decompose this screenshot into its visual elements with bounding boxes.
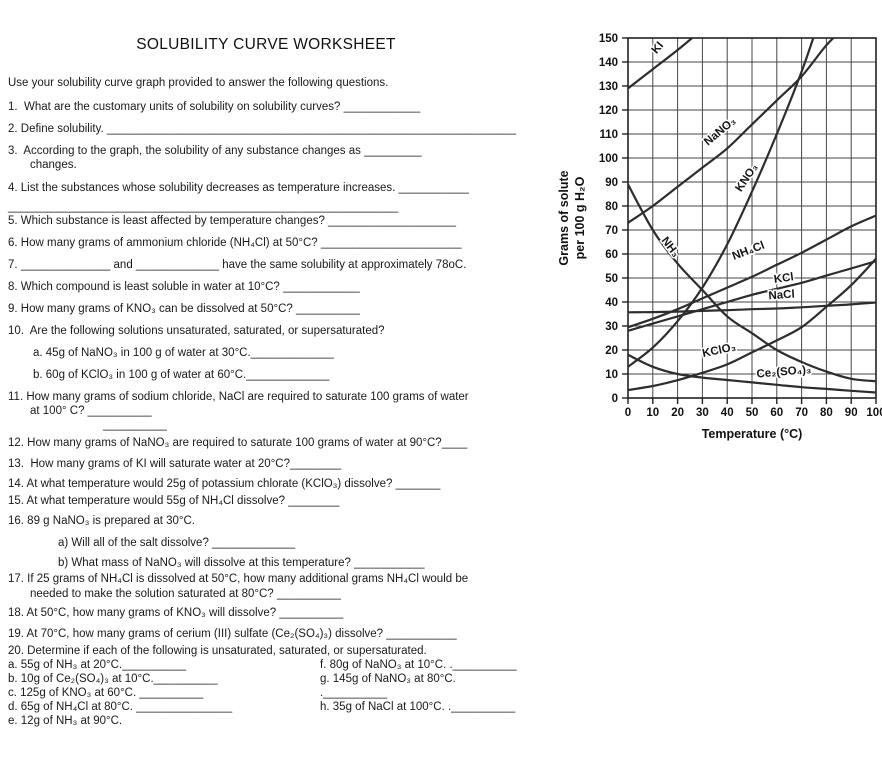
curves: [628, 38, 876, 394]
y-tick-label: 70: [605, 225, 618, 237]
x-tick-label: 80: [820, 407, 833, 419]
question-20a: a. 55g of NH₃ at 20°C.__________: [8, 659, 187, 671]
question-6: 6. How many grams of ammonium chloride (…: [8, 237, 462, 249]
y-tick-label: 30: [605, 321, 618, 333]
question-4: 4. List the substances whose solubility …: [8, 182, 469, 194]
question-20g: g. 145g of NaNO₃ at 80°C. .__________: [320, 673, 460, 699]
plot-border: [627, 37, 877, 399]
y-tick-label: 20: [605, 345, 618, 357]
question-20: 20. Determine if each of the following i…: [8, 645, 427, 657]
y-tick-label: 50: [605, 273, 618, 285]
x-tick-label: 40: [721, 407, 734, 419]
question-2: 2. Define solubility. __________________…: [8, 123, 517, 135]
question-20h: h. 35g of NaCl at 100°C. .__________: [320, 701, 516, 713]
x-tick-label: 60: [770, 407, 783, 419]
curve-KNO₃: [628, 38, 815, 368]
x-tick-label: 90: [845, 407, 858, 419]
question-20c: c. 125g of KNO₃ at 60°C. __________: [8, 687, 204, 699]
question-16b: b) What mass of NaNO₃ will dissolve at t…: [58, 557, 425, 569]
grid: [627, 37, 877, 399]
curve-label-NH₄Cl: NH₄Cl: [731, 240, 767, 263]
curve-label-KCl: KCl: [773, 271, 794, 286]
question-13: 13. How many grams of KI will saturate w…: [8, 458, 342, 470]
y-tick-label: 40: [605, 297, 618, 309]
x-tick-label: 10: [646, 407, 659, 419]
question-3-cont: changes.: [30, 159, 77, 171]
y-tick-label: 150: [599, 33, 618, 45]
question-20-right-column: f. 80g of NaNO₃ at 10°C. .__________ g. …: [320, 658, 520, 728]
curve-KClO₃: [628, 257, 876, 392]
question-17: 17. If 25 grams of NH₄Cl is dissolved at…: [8, 573, 469, 585]
y-tick-label: 90: [605, 177, 618, 189]
curve-KI: [628, 38, 694, 90]
y-axis-title-line1: Grams of solute: [557, 170, 571, 265]
x-axis-title: Temperature (°C): [702, 427, 803, 441]
y-tick-label: 110: [599, 129, 618, 141]
question-10a: a. 45g of NaNO₃ in 100 g of water at 30°…: [33, 347, 334, 359]
y-tick-label: 80: [605, 201, 618, 213]
y-tick-label: 60: [605, 249, 618, 261]
question-4-blank-line: ________________________________________…: [8, 201, 399, 213]
question-column: SOLUBILITY CURVE WORKSHEET Use your solu…: [8, 0, 524, 728]
y-tick-labels: 0 10 20 30 40 50 60 70 80 90 100 110 120 130 140 150: [599, 33, 618, 405]
question-5: 5. Which substance is least affected by …: [8, 215, 456, 227]
question-16: 16. 89 g NaNO₃ is prepared at 30°C.: [8, 515, 195, 527]
question-20-left-column: a. 55g of NH₃ at 20°C.__________ b. 10g …: [8, 658, 320, 728]
solubility-curve-graph: 0 10 20 30 40 50 60 70 80 90 100 0 10 20 30 40 50 60 70 80 9…: [557, 33, 882, 441]
question-17-cont: needed to make the solution saturated at…: [30, 588, 341, 600]
x-tick-labels: 0 10 20 30 40 50 60 70 80 90 100: [625, 407, 882, 419]
question-18: 18. At 50°C, how many grams of KNO₃ will…: [8, 607, 344, 619]
y-tick-label: 140: [599, 57, 618, 69]
curve-NaNO₃: [628, 38, 835, 224]
x-tick-label: 0: [625, 407, 631, 419]
y-tick-label: 0: [612, 393, 618, 405]
y-tick-label: 130: [599, 81, 618, 93]
x-tick-label: 50: [746, 407, 759, 419]
curve-NH₃: [628, 183, 876, 383]
x-tick-label: 70: [795, 407, 808, 419]
question-12: 12. How many grams of NaNO₃ are required…: [8, 437, 468, 449]
curve-label-NH₃: NH₃: [659, 235, 682, 260]
x-tick-label: 100: [866, 407, 882, 419]
x-tick-label: 20: [671, 407, 684, 419]
question-7: 7. ______________ and _____________ have…: [8, 259, 467, 271]
question-1: 1. What are the customary units of solub…: [8, 101, 421, 113]
question-3: 3. According to the graph, the solubilit…: [8, 145, 422, 157]
x-tick-label: 30: [696, 407, 709, 419]
worksheet-instructions: Use your solubility curve graph provided…: [8, 77, 389, 89]
curve-KCl: [628, 260, 876, 332]
question-10b: b. 60g of KClO₃ in 100 g of water at 60°…: [33, 369, 330, 381]
curve-label-Ce₂(SO₄)₃: Ce₂(SO₄)₃: [756, 364, 812, 381]
question-10: 10. Are the following solutions unsatura…: [8, 325, 385, 337]
question-20f: f. 80g of NaNO₃ at 10°C. .__________: [320, 659, 517, 671]
question-20b: b. 10g of Ce₂(SO₄)₃ at 10°C.__________: [8, 673, 218, 685]
question-11: 11. How many grams of sodium chloride, N…: [8, 391, 469, 403]
y-tick-label: 100: [599, 153, 618, 165]
question-16a: a) Will all of the salt dissolve? ______…: [58, 537, 296, 549]
worksheet-title: SOLUBILITY CURVE WORKSHEET: [136, 36, 396, 53]
question-11-blank-line: __________: [103, 419, 167, 431]
question-20e: e. 12g of NH₃ at 90°C.: [8, 715, 123, 727]
curve-label-KNO₃: KNO₃: [733, 162, 760, 194]
curve-label-KI: KI: [650, 40, 667, 57]
question-15: 15. At what temperature would 55g of NH₄…: [8, 495, 340, 507]
question-20d: d. 65g of NH₄Cl at 80°C. _______________: [8, 701, 233, 713]
curve-Ce₂(SO₄)₃: [628, 353, 876, 394]
question-11-cont: at 100° C? __________: [30, 405, 152, 417]
question-20-columns: a. 55g of NH₃ at 20°C.__________ b. 10g …: [8, 658, 524, 728]
axis-ticks: [622, 37, 877, 404]
curve-NaCl: [628, 301, 876, 314]
y-tick-label: 10: [605, 369, 618, 381]
curve-label-NaCl: NaCl: [768, 289, 795, 303]
question-14: 14. At what temperature would 25g of pot…: [8, 478, 441, 490]
curve-label-KClO₃: KClO₃: [701, 341, 737, 360]
y-axis-title-line2: per 100 g H₂O: [573, 176, 587, 259]
question-8: 8. Which compound is least soluble in wa…: [8, 281, 360, 293]
question-19: 19. At 70°C, how many grams of cerium (I…: [8, 628, 457, 640]
question-9: 9. How many grams of KNO₃ can be dissolv…: [8, 303, 360, 315]
y-tick-label: 120: [599, 105, 618, 117]
